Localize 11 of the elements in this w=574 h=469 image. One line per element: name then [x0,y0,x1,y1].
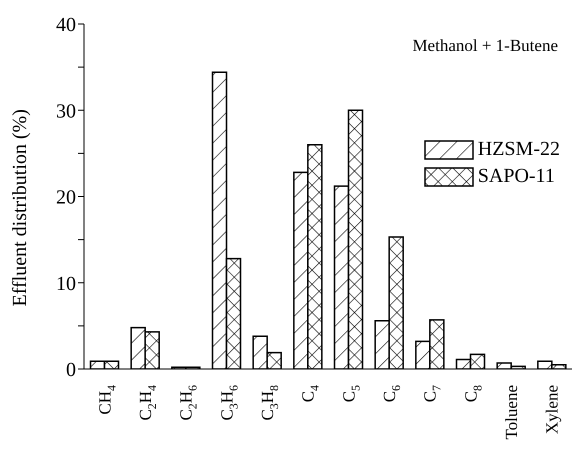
x-tick-label: Toluene [502,385,520,440]
legend-label: HZSM-22 [478,138,560,161]
y-tick-label: 20 [56,186,76,209]
annotation: Methanol + 1-Butene [412,36,558,56]
x-tick-label: Xylene [542,385,562,434]
legend-label: SAPO-11 [478,165,555,188]
y-axis-title: Effluent distribution (%) [9,109,32,306]
y-tick-label: 10 [56,272,76,295]
y-tick-label: 0 [66,359,76,382]
y-tick-label: 30 [56,100,76,122]
y-tick-label: 40 [56,14,76,36]
